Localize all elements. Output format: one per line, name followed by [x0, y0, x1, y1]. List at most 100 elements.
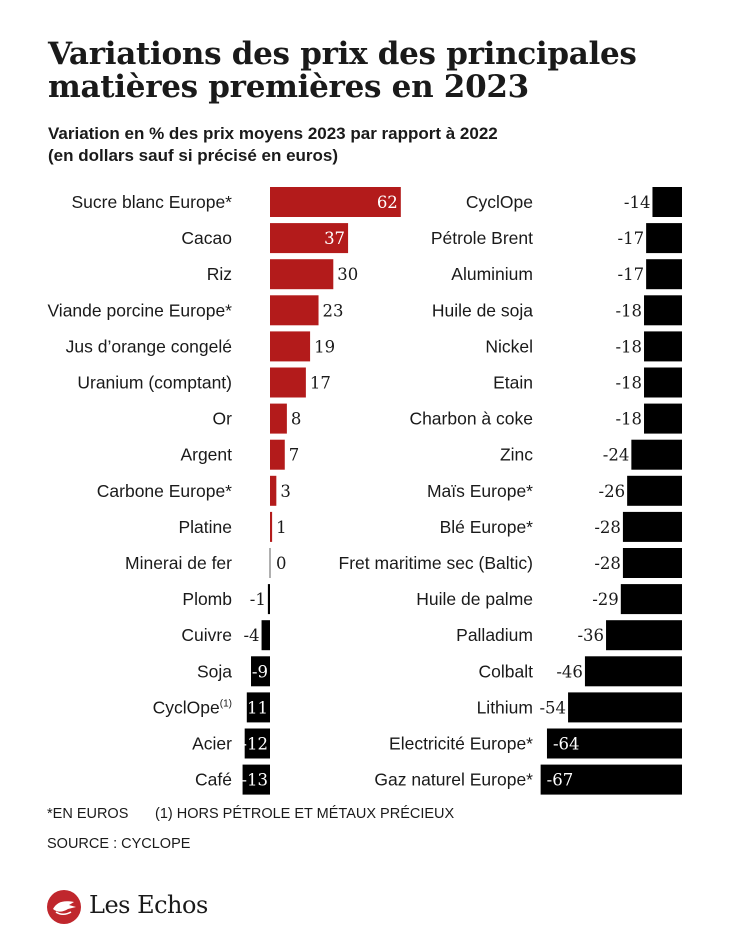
category-label: Lithium — [477, 697, 533, 717]
category-label: Electricité Europe* — [389, 734, 533, 754]
value-label: -29 — [592, 590, 619, 609]
bar — [270, 403, 287, 434]
category-label: Jus d’orange congelé — [66, 336, 232, 356]
value-label: -11 — [241, 698, 268, 717]
category-label: Uranium (comptant) — [77, 373, 232, 393]
category-label: Huile de soja — [432, 300, 533, 320]
source-note: SOURCE : CYCLOPE — [47, 836, 191, 852]
bar — [568, 692, 682, 723]
bar — [631, 439, 682, 470]
bar — [646, 259, 682, 290]
bar — [622, 548, 682, 578]
value-label: 30 — [337, 265, 358, 284]
chart-title: Variations des prix des principales mati… — [48, 36, 637, 105]
value-label: -18 — [615, 301, 642, 320]
value-label: 1 — [276, 518, 287, 537]
category-label: Fret maritime sec (Baltic) — [339, 553, 533, 573]
value-label: 17 — [310, 374, 331, 393]
value-label: -26 — [599, 482, 626, 501]
bar — [251, 656, 270, 687]
value-label: -28 — [594, 518, 621, 537]
category-label: Platine — [178, 517, 232, 537]
footnote-one: (1) HORS PÉTROLE ET MÉTAUX PRÉCIEUX — [155, 806, 455, 822]
category-label: Etain — [493, 373, 533, 393]
category-label: Or — [213, 409, 233, 429]
bar — [242, 764, 270, 795]
bar — [270, 331, 311, 362]
bar — [646, 223, 682, 254]
category-label: Pétrole Brent — [431, 228, 533, 248]
bar — [540, 764, 682, 795]
value-label: 0 — [276, 554, 287, 573]
category-label: Aluminium — [451, 264, 533, 284]
category-label: Café — [195, 770, 232, 790]
bar — [546, 728, 682, 759]
bar — [270, 259, 334, 290]
bar — [270, 223, 349, 254]
value-label: -12 — [241, 735, 268, 754]
value-label: 3 — [280, 482, 291, 501]
category-label: Cuivre — [181, 625, 232, 645]
category-label: Colbalt — [479, 661, 534, 681]
value-label: -17 — [618, 265, 645, 284]
bar — [270, 439, 285, 470]
category-label: Maïs Europe* — [427, 481, 533, 501]
value-label: 23 — [323, 301, 344, 320]
category-label: Sucre blanc Europe* — [71, 192, 232, 212]
bar — [270, 367, 306, 398]
value-label: -18 — [615, 337, 642, 356]
category-label: Argent — [180, 445, 232, 465]
value-label: -46 — [556, 662, 583, 681]
value-label: 62 — [377, 193, 398, 212]
category-label: CyclOpe — [466, 192, 533, 212]
value-label: 8 — [291, 410, 302, 429]
category-label: Blé Europe* — [440, 517, 534, 537]
value-label: -18 — [615, 374, 642, 393]
value-label: -13 — [241, 771, 268, 790]
bar — [270, 511, 273, 542]
bar — [644, 331, 682, 362]
value-label: 19 — [314, 337, 335, 356]
bar — [652, 187, 682, 217]
bar — [644, 403, 682, 434]
bar — [584, 656, 682, 687]
bar — [270, 187, 401, 217]
footnote-star: *EN EUROS — [47, 806, 129, 822]
value-label: -28 — [594, 554, 621, 573]
value-label: -4 — [243, 626, 259, 645]
value-label: -24 — [603, 446, 630, 465]
value-label: -14 — [624, 193, 651, 212]
category-label: Gaz naturel Europe* — [374, 770, 533, 790]
bar — [269, 548, 271, 578]
category-label: Huile de palme — [416, 589, 533, 609]
category-label: Carbone Europe* — [97, 481, 232, 501]
value-label: 37 — [324, 229, 345, 248]
category-label: Viande porcine Europe* — [47, 300, 232, 320]
category-label: Acier — [192, 734, 232, 754]
bar — [244, 728, 270, 759]
value-label: -36 — [577, 626, 604, 645]
category-label-text: CyclOpe — [153, 697, 220, 717]
bar — [644, 295, 682, 326]
bar — [644, 367, 682, 398]
category-label: Palladium — [456, 625, 533, 645]
category-label: Riz — [207, 264, 232, 284]
category-label: Minerai de fer — [125, 553, 232, 573]
bar — [620, 584, 682, 615]
value-label: 7 — [289, 446, 300, 465]
value-label: -64 — [553, 735, 580, 754]
chart-subtitle: Variation en % des prix moyens 2023 par … — [48, 123, 728, 167]
category-label: Nickel — [485, 336, 533, 356]
category-label: CyclOpe(1) — [153, 697, 232, 717]
category-label-superscript: (1) — [220, 698, 232, 709]
value-label: -17 — [618, 229, 645, 248]
bar — [622, 511, 682, 542]
value-label: -1 — [250, 590, 266, 609]
value-label: -67 — [547, 771, 574, 790]
subtitle-line-2: (en dollars sauf si précisé en euros) — [48, 146, 339, 165]
bar — [606, 620, 682, 651]
category-label: Zinc — [500, 445, 533, 465]
category-label: Charbon à coke — [409, 409, 533, 429]
value-label: -54 — [539, 698, 566, 717]
